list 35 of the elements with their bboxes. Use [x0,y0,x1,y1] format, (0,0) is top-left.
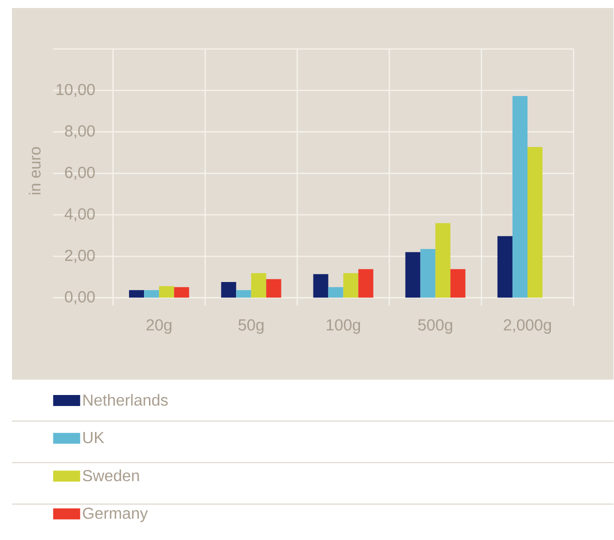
y-tick-label: 8,00 [64,126,95,139]
bar [129,290,144,298]
legend-label: Sweden [82,470,139,482]
bar [405,252,420,298]
y-tick-label: 4,00 [64,208,95,222]
bar [497,236,512,298]
y-tick-label: 6,00 [65,166,95,180]
bar [251,273,266,298]
legend-label: Germany [82,508,148,522]
bar [450,269,466,298]
x-tick-label: 500g [418,319,452,334]
bar [159,286,174,298]
x-tick-label: 2,000g [504,319,551,334]
y-axis-title: in euro [28,147,41,194]
legend-label: Netherlands [83,394,168,406]
bar [236,290,252,298]
x-tick-label: 100g [326,319,360,334]
bar [527,147,542,298]
bar [435,223,450,298]
bar [266,279,282,298]
bar [420,249,436,298]
bar [328,287,344,298]
y-tick-label: 2,00 [65,250,95,264]
bar [174,287,190,298]
bar [512,96,528,298]
legend-label: UK [83,432,104,444]
bar [358,269,374,298]
bar [343,273,358,298]
y-tick-label: 10,00 [56,84,95,98]
x-tick-label: 20g [146,319,172,334]
bar [313,274,328,298]
bar [144,290,160,298]
y-tick-label: 0,00 [64,291,95,305]
x-tick-label: 50g [238,319,264,334]
bar [221,282,236,298]
